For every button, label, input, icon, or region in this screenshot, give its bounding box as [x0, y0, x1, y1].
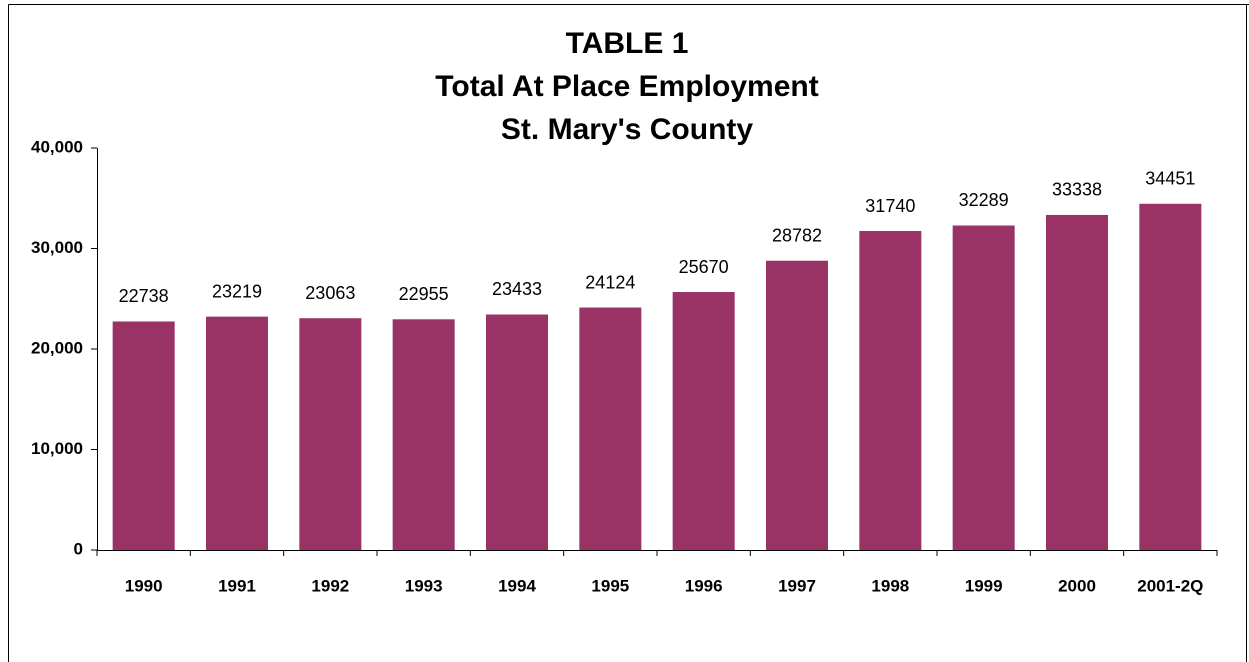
- bar: [112, 321, 175, 550]
- y-tick-label: 10,000: [31, 439, 83, 458]
- data-label: 23219: [212, 281, 262, 301]
- data-label: 24124: [585, 272, 635, 292]
- data-label: 23433: [492, 279, 542, 299]
- bar: [579, 307, 642, 550]
- x-tick-label: 1991: [218, 576, 256, 595]
- bar: [206, 316, 268, 550]
- bar: [392, 319, 455, 550]
- bar: [672, 292, 735, 550]
- data-label: 23063: [305, 283, 355, 303]
- bar: [1139, 203, 1202, 550]
- x-tick-label: 2001-2Q: [1137, 576, 1203, 595]
- x-tick-label: 1993: [405, 576, 443, 595]
- data-label: 31740: [865, 196, 915, 216]
- data-label: 32289: [959, 190, 1009, 210]
- bar: [859, 231, 922, 550]
- chart-title: TABLE 1: [566, 27, 689, 60]
- x-tick-label: 1997: [778, 576, 816, 595]
- x-tick-label: 1999: [965, 576, 1003, 595]
- y-tick-label: 0: [74, 539, 83, 558]
- data-label: 22955: [399, 284, 449, 304]
- x-tick-label: 1995: [591, 576, 629, 595]
- data-label: 33338: [1052, 180, 1102, 200]
- bar: [766, 260, 828, 550]
- x-tick-label: 1998: [871, 576, 909, 595]
- x-tick-label: 1992: [311, 576, 349, 595]
- y-tick-label: 20,000: [31, 338, 83, 357]
- bar: [1046, 214, 1108, 550]
- y-tick-label: 30,000: [31, 238, 83, 257]
- data-label: 34451: [1145, 169, 1195, 189]
- x-tick-label: 1990: [125, 576, 163, 595]
- y-tick-label: 40,000: [31, 137, 83, 156]
- data-label: 28782: [772, 225, 822, 245]
- chart-title: St. Mary's County: [501, 113, 753, 146]
- x-tick-label: 1994: [498, 576, 536, 595]
- bar: [486, 314, 548, 550]
- x-tick-label: 2000: [1058, 576, 1096, 595]
- data-label: 22738: [119, 286, 169, 306]
- data-label: 25670: [679, 257, 729, 277]
- x-tick-label: 1996: [685, 576, 723, 595]
- bar: [952, 225, 1015, 550]
- chart-title: Total At Place Employment: [435, 70, 818, 103]
- bar: [299, 318, 362, 550]
